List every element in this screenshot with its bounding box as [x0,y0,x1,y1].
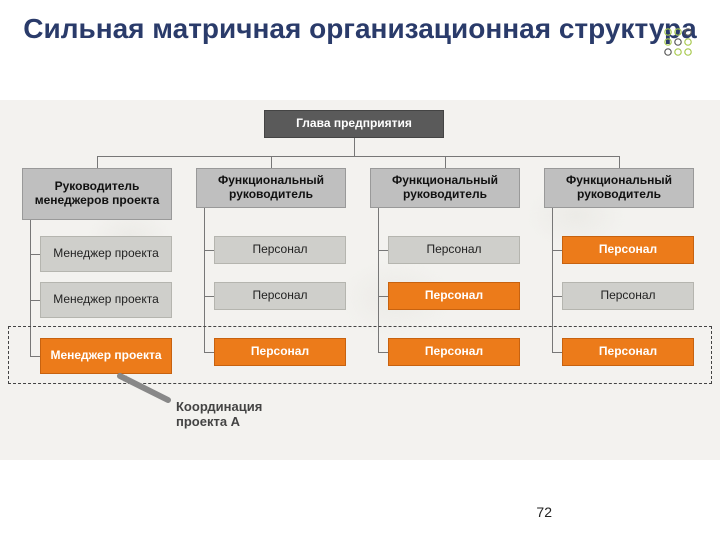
cell-2-0: Персонал [388,236,520,264]
cell-0-1: Менеджер проекта [40,282,172,318]
connector-col-0 [97,156,98,168]
page-title: Сильная матричная организационная структ… [0,0,720,54]
manager-box-2: Функциональный руководитель [370,168,520,208]
stub-3-0 [552,250,562,251]
stub-0-0 [30,254,40,255]
stub-3-1 [552,296,562,297]
stub-2-0 [378,250,388,251]
manager-box-1: Функциональный руководитель [196,168,346,208]
connector-trunk [97,156,619,157]
cell-1-1: Персонал [214,282,346,310]
dots-decoration [662,26,702,66]
connector-col-3 [619,156,620,168]
cell-2-1: Персонал [388,282,520,310]
cell-3-0: Персонал [562,236,694,264]
page-number: 72 [536,504,552,520]
connector-head [354,138,355,156]
cell-0-0: Менеджер проекта [40,236,172,272]
org-chart: Глава предприятия Руководитель менеджеров… [0,100,720,460]
head-box: Глава предприятия [264,110,444,138]
coordination-label: Координация проекта А [176,400,306,430]
stub-1-1 [204,296,214,297]
coordination-arrow-icon [114,370,174,406]
stub-2-1 [378,296,388,297]
connector-col-2 [445,156,446,168]
cell-3-1: Персонал [562,282,694,310]
manager-box-3: Функциональный руководитель [544,168,694,208]
manager-box-0: Руководитель менеджеров проекта [22,168,172,220]
stub-0-1 [30,300,40,301]
connector-col-1 [271,156,272,168]
stub-1-0 [204,250,214,251]
cell-1-0: Персонал [214,236,346,264]
